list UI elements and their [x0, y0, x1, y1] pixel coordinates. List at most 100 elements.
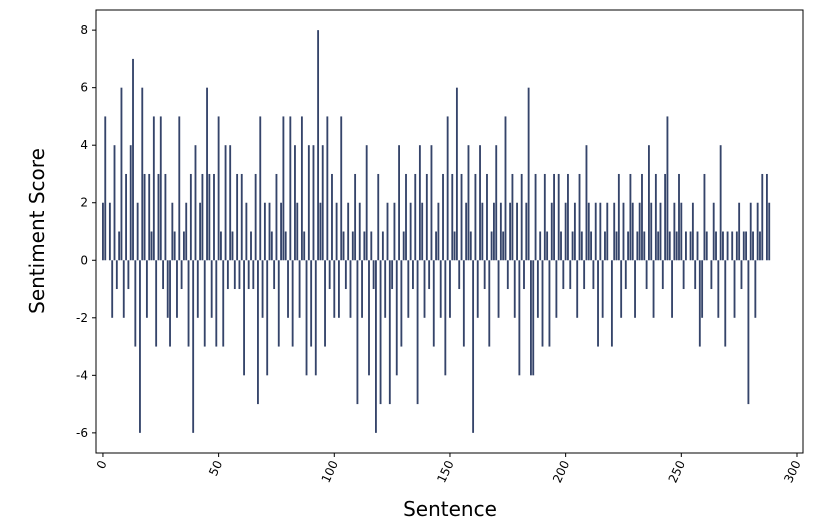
bar — [270, 231, 273, 261]
bar — [664, 173, 667, 261]
bar — [726, 231, 729, 261]
x-tick-label: 0 — [94, 458, 110, 471]
bar — [504, 116, 507, 261]
bar — [328, 260, 331, 290]
bar — [481, 202, 484, 261]
bar — [416, 260, 419, 405]
bar — [287, 260, 289, 318]
bar — [178, 116, 181, 261]
bar — [483, 260, 486, 290]
bar — [141, 87, 144, 261]
bar — [446, 116, 449, 261]
bar — [592, 260, 595, 290]
bar — [624, 260, 627, 290]
bar — [631, 202, 634, 261]
bar — [509, 202, 512, 261]
bar — [108, 202, 111, 261]
bar — [768, 202, 771, 261]
bar — [354, 173, 357, 261]
bar — [238, 260, 241, 290]
bar — [488, 260, 491, 347]
bar — [291, 260, 294, 347]
bar — [722, 231, 724, 261]
bar — [451, 173, 454, 261]
bar — [159, 116, 162, 261]
bar — [363, 231, 366, 261]
bar — [162, 260, 165, 290]
bar — [562, 260, 565, 290]
bar — [102, 202, 104, 261]
bar — [465, 202, 468, 261]
bar — [324, 260, 326, 347]
bar — [754, 260, 757, 318]
bar — [203, 260, 206, 347]
bar — [518, 260, 521, 376]
bar — [257, 260, 259, 405]
bar — [530, 260, 532, 376]
bar — [735, 231, 738, 261]
bar — [657, 231, 660, 261]
y-tick-label: -2 — [76, 311, 88, 325]
bar — [601, 260, 604, 318]
bar — [134, 260, 137, 347]
bar — [245, 202, 248, 261]
bar — [765, 173, 768, 261]
bar — [756, 202, 759, 261]
bar — [627, 231, 630, 261]
bar — [516, 202, 518, 261]
bar — [263, 202, 266, 261]
bar — [469, 231, 472, 261]
bar — [643, 231, 646, 261]
bar — [654, 173, 657, 261]
bar — [428, 260, 431, 290]
bar — [275, 173, 278, 261]
bar — [118, 231, 121, 261]
bar — [423, 260, 426, 318]
bar — [527, 87, 530, 261]
bar — [462, 260, 465, 347]
bar — [402, 231, 405, 261]
bar — [356, 260, 359, 405]
bar — [453, 231, 456, 261]
bar — [379, 260, 382, 405]
bar — [576, 260, 579, 318]
bar — [548, 260, 551, 347]
bar — [604, 231, 606, 261]
bar — [372, 260, 375, 290]
bar — [409, 202, 412, 261]
bar — [254, 173, 257, 261]
bar — [243, 260, 245, 376]
bar — [192, 260, 195, 433]
bar — [685, 231, 687, 261]
bar — [694, 260, 697, 290]
bar — [622, 202, 625, 261]
bar — [532, 260, 535, 376]
bar — [259, 116, 262, 261]
bar — [347, 202, 350, 261]
bar — [747, 260, 750, 405]
bar — [317, 30, 320, 261]
bar — [580, 231, 583, 261]
bar — [344, 260, 347, 290]
y-axis-label: Sentiment Score — [25, 148, 49, 314]
bar — [222, 260, 225, 347]
bar — [407, 260, 410, 318]
x-axis-label: Sentence — [403, 497, 497, 521]
bar — [678, 173, 680, 261]
bar — [502, 231, 505, 261]
bar — [569, 260, 572, 290]
bar — [361, 260, 363, 318]
bar — [319, 202, 322, 261]
bar — [671, 260, 673, 318]
bar — [226, 260, 229, 290]
bar — [553, 173, 555, 261]
bar — [449, 260, 451, 318]
bar — [386, 202, 389, 261]
bar — [143, 173, 146, 261]
bar — [636, 231, 639, 261]
bar — [634, 260, 636, 318]
bar — [495, 145, 498, 261]
bar — [647, 145, 650, 261]
bar — [210, 260, 213, 318]
bar — [122, 260, 125, 318]
